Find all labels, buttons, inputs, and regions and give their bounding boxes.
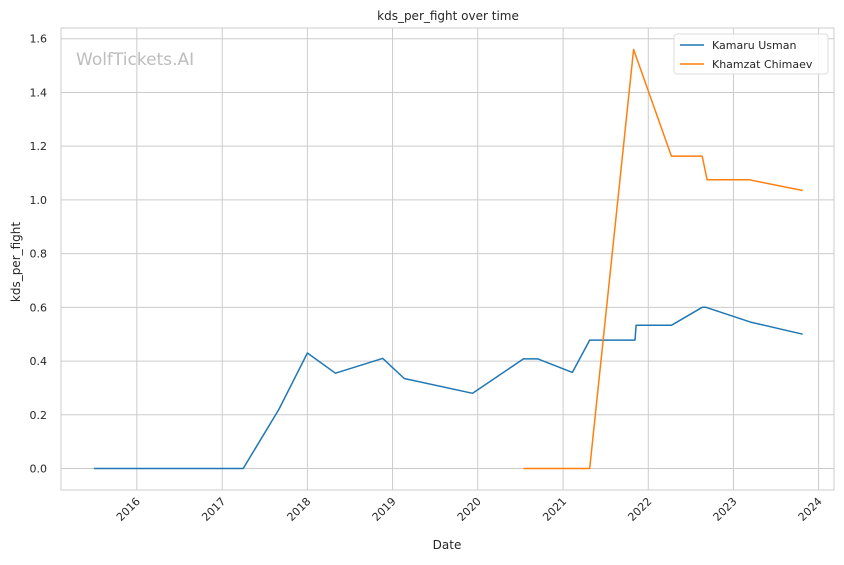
series-layer	[93, 48, 803, 470]
y-tick-label: 0.4	[30, 355, 48, 368]
y-tick-label: 1.4	[30, 86, 48, 99]
legend-entry: Kamaru Usman	[712, 39, 796, 52]
x-tick-label: 2023	[711, 495, 740, 524]
y-tick-labels: 0.0 0.2 0.4 0.6 0.8 1.0 1.2 1.4 1.6	[30, 33, 48, 476]
legend-box	[673, 33, 829, 75]
series-line-1	[523, 48, 803, 470]
y-tick-label: 1.6	[30, 33, 48, 46]
x-tick-label: 2024	[796, 495, 825, 524]
y-tick-label: 1.2	[30, 140, 48, 153]
y-tick-label: 0.8	[30, 248, 48, 261]
x-tick-label: 2018	[285, 495, 314, 524]
y-tick-label: 0.6	[30, 301, 48, 314]
x-tick-label: 2017	[199, 495, 228, 524]
x-tick-label: 2020	[455, 495, 484, 524]
x-tick-label: 2019	[370, 495, 399, 524]
grid-lines	[61, 28, 834, 490]
x-tick-label: 2022	[625, 495, 654, 524]
watermark: WolfTickets.AI	[76, 50, 194, 70]
series-line-0	[93, 306, 803, 470]
y-tick-label: 1.0	[30, 194, 48, 207]
plot-frame	[60, 27, 835, 491]
y-axis-label: kds_per_fight	[9, 222, 23, 303]
x-tick-label: 2016	[114, 495, 143, 524]
legend-entry: Khamzat Chimaev	[712, 58, 813, 71]
legend: Kamaru Usman Khamzat Chimaev	[673, 33, 829, 75]
x-tick-label: 2021	[540, 495, 569, 524]
y-tick-label: 0.0	[30, 463, 48, 476]
chart-title: kds_per_fight over time	[377, 9, 519, 23]
x-axis-label: Date	[433, 538, 462, 552]
y-tick-label: 0.2	[30, 409, 48, 422]
x-tick-labels: 2016 2017 2018 2019 2020 2021 2022 2023 2024	[114, 495, 825, 524]
